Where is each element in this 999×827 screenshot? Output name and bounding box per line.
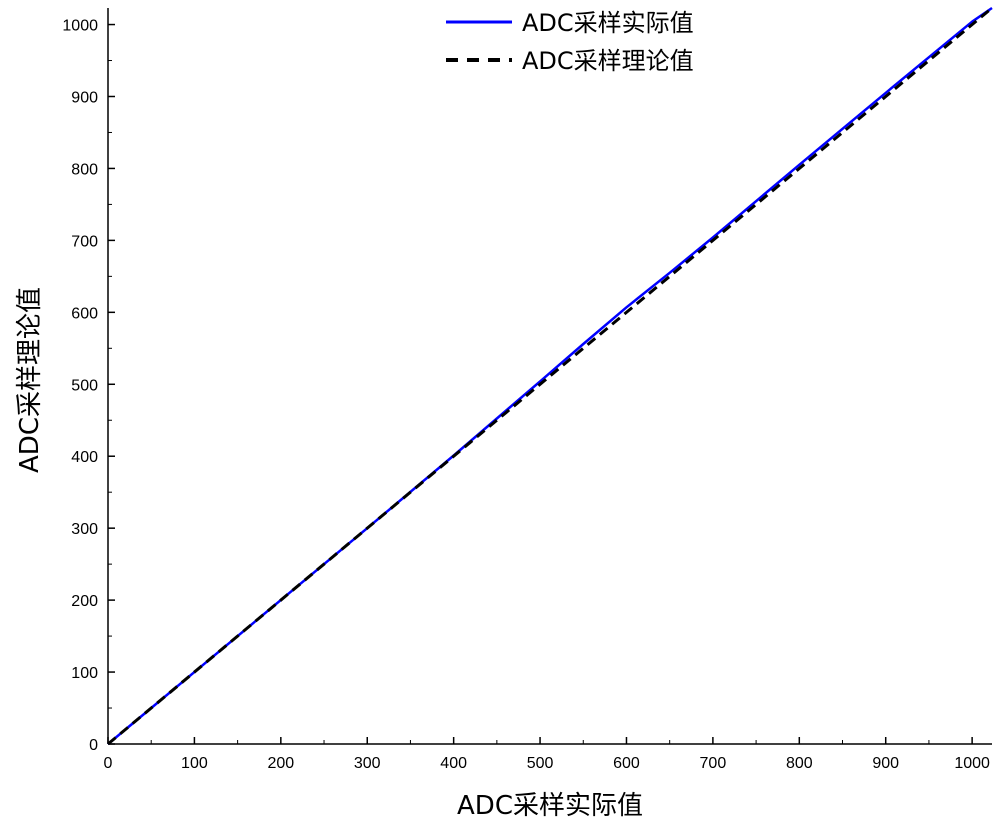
y-tick-label: 700: [71, 233, 98, 250]
x-tick-label: 700: [700, 755, 727, 772]
x-tick-label: 300: [354, 755, 381, 772]
x-tick-label: 800: [786, 755, 813, 772]
x-tick-label: 900: [872, 755, 899, 772]
x-tick-label: 600: [613, 755, 640, 772]
y-tick-label: 800: [71, 161, 98, 178]
y-tick-label: 600: [71, 305, 98, 322]
y-tick-label: 400: [71, 449, 98, 466]
y-tick-label: 200: [71, 593, 98, 610]
axes: 0 100 200 300 400 500 600 700 800 900 1000 0 100 200 3…: [62, 8, 992, 772]
y-tick-label: 500: [71, 377, 98, 394]
x-tick-label: 100: [181, 755, 208, 772]
x-axis-title: ADC采样实际值: [457, 791, 643, 821]
y-tick-label: 900: [71, 89, 98, 106]
legend-label: ADC采样实际值: [522, 9, 694, 37]
y-axis-title: ADC采样理论值: [15, 287, 45, 473]
x-tick-label: 200: [267, 755, 294, 772]
x-tick-label: 500: [527, 755, 554, 772]
series-layer: [107, 6, 993, 746]
y-tick-label: 1000: [62, 18, 98, 35]
y-tick-label: 0: [89, 737, 98, 754]
legend: ADC采样实际值 ADC采样理论值: [446, 9, 694, 75]
x-tick-label: 400: [440, 755, 467, 772]
legend-label: ADC采样理论值: [522, 47, 694, 75]
x-tick-label: 1000: [954, 755, 990, 772]
y-tick-label: 100: [71, 665, 98, 682]
y-tick-label: 300: [71, 521, 98, 538]
x-tick-label: 0: [104, 755, 113, 772]
